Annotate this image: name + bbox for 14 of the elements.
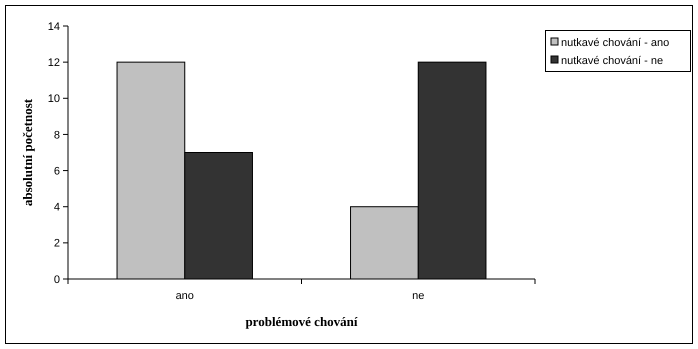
x-axis-title: problémové chování <box>245 314 358 329</box>
y-tick-label: 6 <box>54 165 60 178</box>
y-axis-title: absolutní početnost <box>20 98 35 206</box>
legend-label: nutkavé chování - ano <box>561 36 670 49</box>
x-tick-label: ano <box>176 290 194 302</box>
legend-label: nutkavé chování - ne <box>561 54 664 67</box>
y-tick-label: 8 <box>54 129 60 142</box>
y-tick-label: 2 <box>54 238 60 250</box>
x-tick-label: ne <box>412 290 424 302</box>
y-tick-label: 4 <box>54 202 60 214</box>
y-tick-label: 12 <box>48 56 60 69</box>
y-tick-label: 0 <box>54 274 60 286</box>
y-tick-label: 14 <box>48 20 60 33</box>
y-tick-label: 10 <box>48 93 60 106</box>
